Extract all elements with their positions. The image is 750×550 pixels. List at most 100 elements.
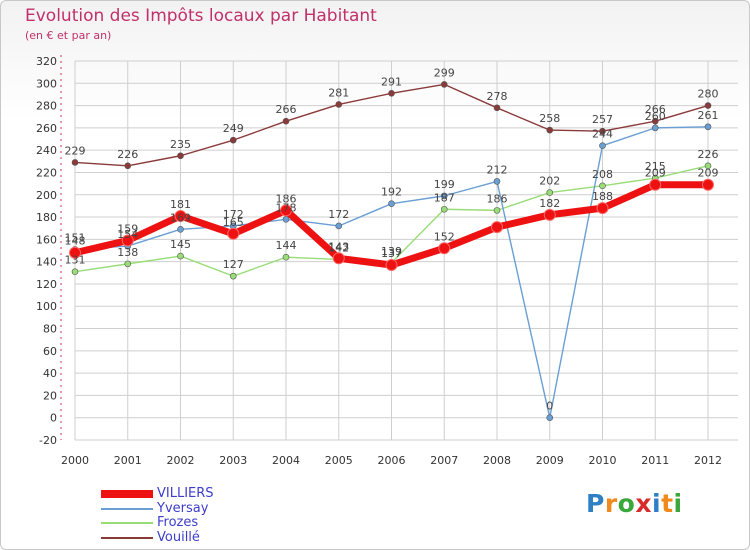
data-label-yversay: 199 — [434, 178, 455, 191]
data-point-villiers — [543, 208, 556, 221]
data-label-yversay: 0 — [546, 400, 553, 413]
data-label-villiers: 143 — [328, 240, 349, 253]
y-tick-label: 80 — [43, 323, 57, 336]
legend-swatch — [101, 490, 153, 498]
y-tick-label: 200 — [36, 189, 57, 202]
data-point-villiers — [491, 221, 503, 234]
x-tick-label: 2011 — [641, 454, 669, 467]
x-tick-label: 2012 — [694, 454, 722, 467]
y-tick-label: 320 — [36, 55, 57, 68]
data-point-frozes — [177, 252, 184, 260]
legend-swatch — [101, 536, 153, 539]
y-tick-label: 120 — [36, 278, 57, 291]
data-point-frozes — [440, 205, 448, 213]
data-label-villiers: 137 — [381, 247, 402, 260]
data-label-yversay: 178 — [276, 201, 297, 214]
data-label-yversay: 261 — [698, 109, 719, 122]
data-point-yversay — [440, 192, 448, 200]
brand-letter: t — [661, 489, 674, 518]
data-point-villiers — [385, 258, 398, 271]
data-point-vouille — [335, 101, 343, 108]
legend-label: VILLIERS — [157, 486, 214, 501]
data-label-yversay: 151 — [65, 231, 86, 244]
data-label-frozes: 142 — [328, 241, 349, 254]
data-point-frozes — [704, 162, 712, 170]
data-label-vouille: 281 — [328, 86, 349, 99]
data-point-yversay — [493, 178, 501, 185]
data-point-villiers — [69, 246, 81, 259]
chart-title: Evolution des Impôts locaux par Habitant — [25, 6, 377, 26]
x-tick-label: 2008 — [483, 454, 511, 467]
data-point-villiers — [174, 209, 187, 222]
data-point-yversay — [704, 123, 712, 131]
data-label-frozes: 145 — [170, 238, 191, 251]
data-label-frozes: 127 — [223, 258, 244, 271]
data-point-frozes — [229, 272, 237, 280]
data-label-vouille: 291 — [381, 75, 402, 88]
brand-letter: o — [617, 489, 636, 518]
y-tick-label: 160 — [36, 233, 57, 246]
legend-label: Vouillé — [157, 529, 200, 545]
data-point-vouille — [493, 104, 501, 112]
y-tick-label: 260 — [36, 122, 57, 135]
data-label-villiers: 182 — [539, 197, 560, 210]
y-tick-label: -20 — [39, 434, 57, 447]
y-tick-label: 40 — [43, 367, 57, 380]
data-label-villiers: 181 — [170, 198, 191, 211]
x-tick-label: 2003 — [219, 454, 247, 467]
data-label-yversay: 192 — [381, 186, 402, 199]
data-point-villiers — [121, 234, 134, 247]
data-label-frozes: 202 — [539, 175, 560, 188]
legend-label: Yversay — [157, 500, 209, 516]
data-point-villiers — [702, 178, 714, 191]
x-tick-label: 2007 — [430, 454, 458, 467]
data-label-yversay: 244 — [592, 128, 613, 141]
y-tick-label: 60 — [43, 345, 57, 358]
data-point-vouille — [651, 117, 659, 125]
y-tick-label: 140 — [36, 256, 57, 269]
x-tick-label: 2001 — [114, 454, 142, 467]
y-tick-label: 220 — [36, 166, 57, 179]
data-point-vouille — [599, 127, 606, 135]
data-point-vouille — [124, 162, 132, 170]
data-label-vouille: 226 — [117, 148, 138, 161]
data-label-yversay: 212 — [487, 163, 508, 176]
data-label-frozes: 144 — [276, 239, 297, 252]
data-label-frozes: 139 — [381, 245, 402, 258]
data-point-yversay — [177, 226, 184, 233]
data-label-vouille: 235 — [170, 138, 191, 151]
x-tick-label: 2010 — [589, 454, 617, 467]
data-point-yversay — [282, 215, 290, 223]
data-label-yversay: 260 — [645, 110, 666, 123]
x-tick-label: 2006 — [378, 454, 406, 467]
data-point-yversay — [388, 200, 395, 207]
x-tick-label: 2005 — [325, 454, 353, 467]
data-point-villiers — [596, 202, 609, 215]
data-point-yversay — [651, 124, 659, 132]
data-label-vouille: 257 — [592, 113, 613, 126]
y-tick-label: 100 — [36, 300, 57, 313]
data-point-vouille — [546, 126, 554, 134]
data-point-vouille — [71, 159, 79, 166]
y-tick-label: 20 — [43, 389, 57, 402]
proxiti-logo: Proxiti — [586, 489, 683, 518]
data-point-vouille — [704, 102, 712, 109]
data-label-vouille: 258 — [539, 112, 560, 125]
brand-letter: x — [635, 489, 652, 518]
legend-swatch — [101, 522, 153, 524]
data-point-yversay — [335, 222, 343, 230]
data-label-villiers: 186 — [276, 192, 297, 205]
data-label-frozes: 131 — [65, 254, 86, 267]
data-label-vouille: 249 — [223, 122, 244, 135]
data-point-villiers — [280, 204, 292, 217]
data-label-vouille: 266 — [276, 103, 297, 116]
data-label-villiers: 209 — [645, 167, 666, 180]
y-tick-label: 240 — [36, 144, 57, 157]
data-label-frozes: 226 — [698, 148, 719, 161]
data-label-yversay: 172 — [223, 208, 244, 221]
x-tick-label: 2000 — [61, 454, 89, 467]
data-point-vouille — [177, 152, 184, 160]
data-label-vouille: 266 — [645, 103, 666, 116]
legend-label: Frozes — [157, 515, 199, 530]
